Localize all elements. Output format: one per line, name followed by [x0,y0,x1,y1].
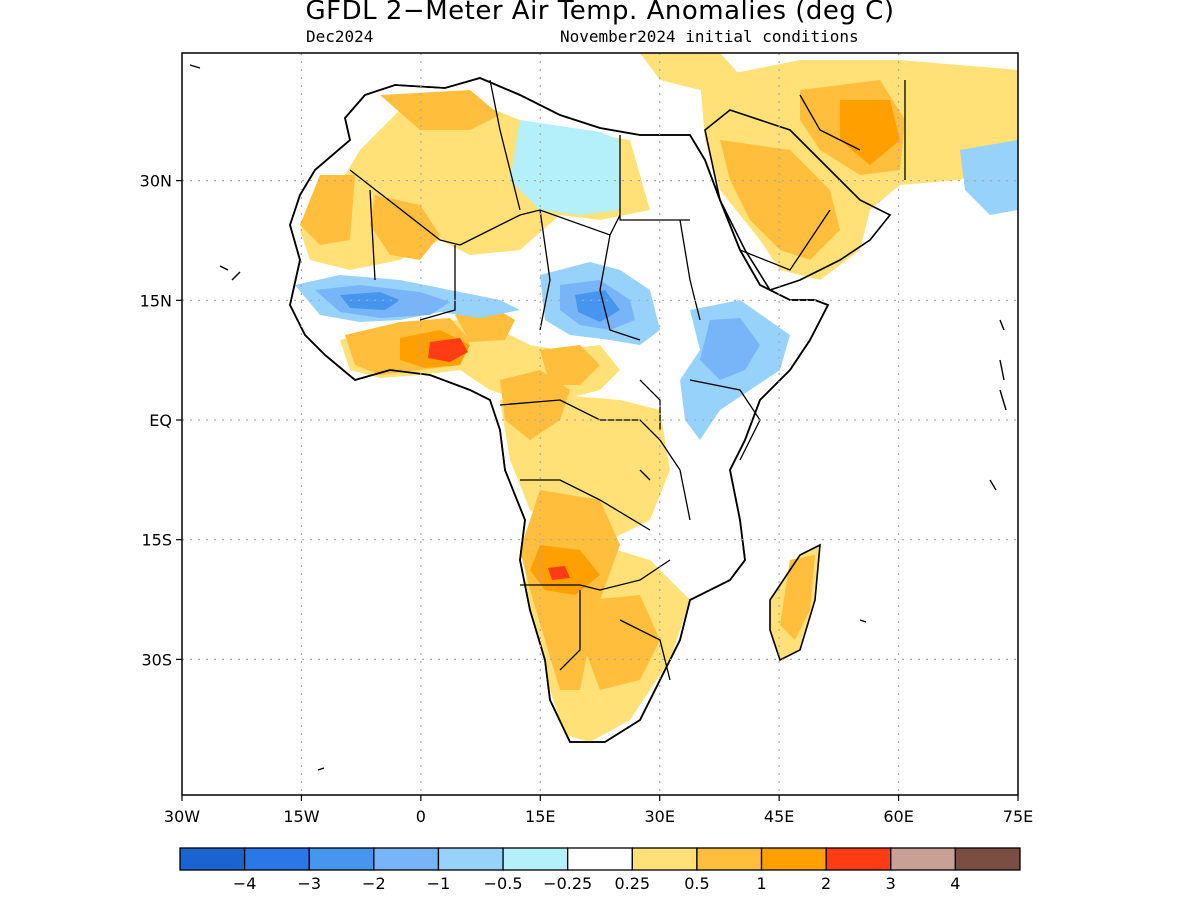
colorbar-swatch [890,847,957,871]
madagascar-coastline [769,543,821,662]
map-frame [181,52,1019,796]
lon-tick-label: 15E [525,807,555,826]
colorbar-label: −2 [362,874,386,893]
lat-tick-label: EQ [149,411,172,430]
forecast-month: Dec2024 [306,27,374,46]
colorbar-swatch [179,847,246,871]
colorbar-label: 3 [886,874,896,893]
colorbar-label: −0.25 [543,874,592,893]
anomaly-region-1 [720,140,840,260]
initial-conditions-label: November2024 initial conditions [560,27,859,46]
lat-tick-label: 30S [141,650,172,669]
country-borders [349,79,906,681]
islands [189,64,1007,771]
anomaly-region-minus0.5 [960,140,1018,215]
anomaly-region-1 [500,370,570,440]
anomaly-region-3 [428,338,468,362]
anomaly-region-3 [548,566,570,580]
colorbar-swatch [373,847,440,871]
colorbar-swatch [502,847,569,871]
chart-title: GFDL 2−Meter Air Temp. Anomalies (deg C) [305,0,895,26]
colorbar-label: 0.25 [614,874,650,893]
colorbar-label: −4 [233,874,257,893]
lon-tick-label: 30W [164,807,200,826]
anomaly-region-1 [585,595,660,690]
colorbar-swatch [437,847,504,871]
anomaly-region-1 [780,555,815,640]
lon-tick-label: 30E [644,807,674,826]
anomaly-region-1 [300,175,355,245]
lon-tick-label: 60E [883,807,913,826]
arabia-coastline [704,109,892,291]
colorbar: −4 −3 −2 −1 −0.5 −0.25 0.25 0.5 1 2 3 4 [179,847,1021,893]
colorbar-swatch [760,847,827,871]
lon-tick-label: 45E [764,807,794,826]
longitude-axis: 30W 15W 0 15E 30E 45E 60E 75E [164,795,1033,826]
colorbar-label: 1 [756,874,766,893]
anomaly-region-2 [840,100,900,165]
map-gridlines [182,53,1018,795]
colorbar-label: 0.5 [684,874,709,893]
colorbar-label: 4 [950,874,960,893]
lat-tick-label: 15S [141,531,172,550]
latitude-axis: 30N 15N EQ 15S 30S [140,172,182,669]
colorbar-swatch [243,847,310,871]
colorbar-swatch [954,847,1021,871]
colorbar-swatch [567,847,633,871]
lon-tick-label: 15W [283,807,319,826]
anomaly-region-1 [540,345,600,385]
anomaly-region-minus1 [700,318,760,380]
lat-tick-label: 15N [140,291,172,310]
colorbar-swatch [696,847,763,871]
colorbar-label: −3 [297,874,321,893]
colorbar-label: 2 [821,874,831,893]
anomaly-region-minus2 [575,290,620,322]
lat-tick-label: 30N [140,172,172,191]
colorbar-swatch [308,847,375,871]
colorbar-label: −1 [427,874,451,893]
colorbar-swatch [825,847,892,871]
anomaly-region-minus0.5 [510,120,620,215]
colorbar-label: −0.5 [484,874,523,893]
anomaly-region-minus2 [340,292,400,310]
lon-tick-label: 75E [1003,807,1033,826]
colorbar-swatch [631,847,698,871]
anomaly-region-1 [380,90,500,130]
anomaly-region-1 [370,195,440,260]
anomaly-map [189,53,1018,771]
lon-tick-label: 0 [416,807,426,826]
anomaly-region-0.5 [640,53,740,90]
